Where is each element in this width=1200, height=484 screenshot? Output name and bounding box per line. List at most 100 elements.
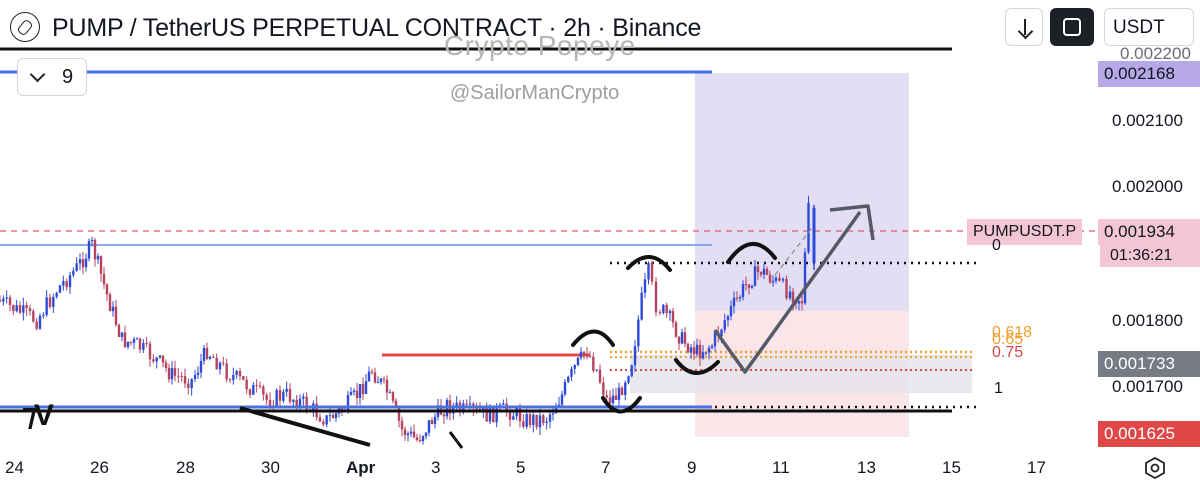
candle-body: [567, 376, 570, 382]
candle-body: [187, 383, 190, 388]
candle-body: [774, 277, 778, 281]
candle-body: [215, 357, 218, 370]
candle-body: [781, 278, 785, 281]
candle-body: [48, 297, 52, 307]
sync-button[interactable]: [1050, 8, 1094, 46]
currency-label: USDT: [1113, 17, 1165, 38]
candle-body: [418, 439, 422, 442]
candle-body: [695, 344, 699, 355]
candle-body: [674, 322, 678, 337]
candle-body: [409, 431, 413, 434]
tradingview-logo-icon[interactable]: ⁊V: [22, 399, 54, 432]
candle-body: [235, 371, 238, 375]
candle-body: [258, 385, 262, 387]
candle-body: [208, 356, 212, 359]
candle-body: [145, 342, 148, 344]
download-button[interactable]: [1005, 8, 1043, 46]
candle-body: [305, 396, 308, 410]
candle-body: [222, 362, 225, 364]
candle-body: [32, 311, 35, 322]
candle-body: [532, 414, 535, 426]
candle-body: [22, 305, 25, 313]
candle-body: [617, 387, 621, 400]
candle-body: [114, 306, 118, 325]
arc-bottom-mid: [674, 358, 720, 375]
candle-body: [525, 414, 528, 427]
candle-body: [595, 369, 598, 371]
candle-body: [397, 407, 401, 421]
candle-body: [756, 266, 760, 272]
candle-body: [744, 284, 748, 286]
candle-body: [570, 368, 573, 377]
candle-body: [508, 411, 512, 420]
candle-body: [18, 305, 22, 313]
candle-body: [551, 413, 555, 415]
candle-body: [560, 394, 564, 405]
candle-body: [183, 375, 187, 384]
candle-body: [797, 301, 801, 304]
indicator-toggle-button[interactable]: 9: [17, 58, 87, 96]
candle-body: [647, 263, 650, 280]
currency-selector[interactable]: USDT: [1104, 8, 1194, 46]
candle-body: [492, 405, 495, 423]
bar-countdown: 01:36:21: [1100, 245, 1200, 267]
candle-body: [45, 297, 48, 315]
candle-body: [732, 297, 736, 307]
candle-body: [161, 355, 165, 363]
time-tick: 7: [601, 458, 611, 477]
candle-body: [358, 384, 362, 399]
time-tick: 26: [90, 458, 109, 477]
candle-body: [637, 319, 640, 347]
candle-body: [465, 403, 468, 405]
candle-body: [518, 408, 522, 422]
candle-body: [585, 354, 589, 357]
candle-body: [433, 416, 437, 425]
candle-body: [355, 390, 359, 399]
candle-body: [268, 399, 272, 407]
candle-body: [108, 294, 112, 312]
candle-body: [328, 415, 332, 417]
candle-body: [8, 297, 12, 306]
projection-arrow-head: [829, 204, 875, 241]
candle-body: [686, 343, 690, 353]
candle-body: [573, 365, 576, 369]
candle-body: [132, 339, 136, 343]
price-tick: 0.002100: [1112, 111, 1183, 130]
price-badge-bottom: 0.001625: [1098, 421, 1200, 447]
candle-body: [640, 292, 643, 320]
candle-body: [662, 304, 665, 314]
arc-top-right: [726, 241, 777, 264]
chart-header: PUMP / TetherUS PERPETUAL CONTRACT · 2h …: [0, 0, 1100, 60]
candle-body: [238, 371, 242, 377]
candle-body: [788, 291, 792, 299]
candle-body: [58, 285, 62, 293]
candle-body: [111, 306, 115, 312]
sync-square-icon: [1063, 18, 1081, 36]
candle-body: [502, 403, 505, 405]
fib-box: [630, 355, 972, 393]
candle-body: [723, 320, 726, 330]
candle-body: [373, 372, 377, 383]
target-zone: [695, 73, 909, 311]
candle-body: [248, 389, 252, 395]
candle-body: [218, 362, 222, 370]
candle-body: [87, 241, 91, 259]
candle-body: [331, 415, 335, 419]
candle-body: [391, 392, 395, 401]
time-tick: 5: [516, 458, 526, 477]
candle-body: [800, 301, 804, 304]
time-tick: 17: [1027, 458, 1046, 477]
arrow-down-icon: [1024, 19, 1026, 35]
candle-body: [126, 341, 130, 347]
candle-body: [199, 360, 203, 373]
candle-body: [196, 372, 200, 375]
candle-body: [364, 381, 368, 394]
pencil-logo-icon[interactable]: [10, 12, 40, 42]
candle-body: [627, 376, 630, 383]
candle-body: [812, 208, 816, 263]
candle-body: [105, 284, 109, 295]
price-tick-top-cut: 0.002200: [1120, 44, 1191, 63]
settings-icon[interactable]: [1144, 457, 1166, 479]
